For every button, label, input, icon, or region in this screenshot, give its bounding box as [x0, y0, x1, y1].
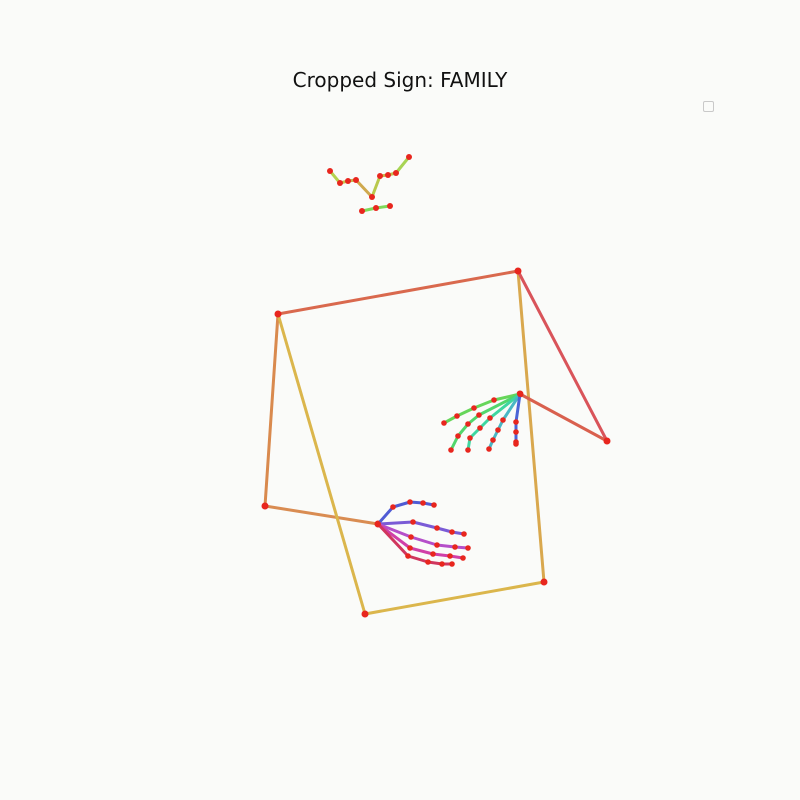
pose-skeleton	[261, 267, 611, 618]
finger-joint	[465, 421, 471, 427]
finger-segment	[435, 543, 457, 549]
pose-segment	[518, 392, 609, 443]
face-point	[387, 203, 393, 209]
finger-segment	[376, 505, 395, 526]
finger-joint	[407, 499, 413, 505]
face-landmarks	[327, 154, 412, 214]
face-point	[353, 177, 359, 183]
pose-joint	[361, 610, 369, 618]
face-point	[393, 170, 399, 176]
pose-segment	[276, 312, 367, 616]
finger-joint	[431, 502, 437, 508]
finger-segment	[376, 522, 410, 558]
finger-joint	[490, 437, 496, 443]
finger-joint	[476, 412, 482, 418]
finger-segment	[477, 392, 522, 417]
finger-joint	[439, 561, 445, 567]
finger-joint	[461, 531, 467, 537]
finger-joint	[447, 553, 453, 559]
face-point	[377, 173, 383, 179]
finger-joint	[477, 425, 483, 431]
wrist-joint	[517, 391, 523, 397]
finger-joint	[434, 542, 440, 548]
finger-joint	[491, 397, 497, 403]
finger-joint	[441, 420, 447, 426]
face-segment	[354, 178, 374, 199]
face-point	[385, 172, 391, 178]
finger-joint	[407, 545, 413, 551]
finger-segment	[488, 392, 522, 420]
finger-joint	[513, 429, 519, 435]
finger-joint	[449, 561, 455, 567]
finger-joint	[500, 417, 506, 423]
finger-joint	[454, 413, 460, 419]
finger-joint	[486, 446, 492, 452]
wrist-joint	[375, 521, 381, 527]
finger-segment	[514, 392, 522, 424]
finger-joint	[460, 555, 466, 561]
finger-joint	[467, 435, 473, 441]
finger-segment	[406, 554, 430, 564]
left-hand-skeleton	[375, 499, 471, 567]
finger-segment	[455, 406, 476, 418]
finger-segment	[431, 552, 452, 558]
legend-box	[703, 101, 714, 112]
face-segment	[394, 155, 411, 175]
finger-joint	[465, 545, 471, 551]
finger-joint	[430, 551, 436, 557]
figure-title: Cropped Sign: FAMILY	[292, 68, 508, 92]
right-hand-skeleton	[441, 391, 523, 453]
finger-joint	[495, 427, 501, 433]
finger-joint	[487, 415, 493, 421]
finger-segment	[409, 535, 439, 547]
pose-joint	[274, 310, 282, 318]
pose-segment	[363, 580, 546, 616]
pose-segment	[276, 269, 520, 316]
finger-joint	[434, 525, 440, 531]
pose-joint	[540, 578, 548, 586]
finger-joint	[471, 405, 477, 411]
face-segment	[370, 174, 382, 199]
face-point	[369, 194, 375, 200]
face-point	[345, 178, 351, 184]
finger-joint	[425, 559, 431, 565]
finger-joint	[405, 553, 411, 559]
finger-segment	[376, 520, 415, 526]
finger-joint	[465, 447, 471, 453]
finger-joint	[513, 441, 519, 447]
finger-segment	[408, 546, 435, 556]
finger-joint	[448, 447, 454, 453]
pose-segment	[516, 269, 609, 443]
face-point	[373, 205, 379, 211]
face-point	[359, 208, 365, 214]
pose-joint	[514, 267, 522, 275]
finger-segment	[501, 392, 522, 422]
finger-segment	[376, 522, 413, 539]
finger-segment	[391, 500, 412, 509]
finger-segment	[472, 398, 496, 410]
finger-joint	[455, 433, 461, 439]
face-point	[327, 168, 333, 174]
finger-joint	[390, 504, 396, 510]
face-point	[337, 180, 343, 186]
finger-joint	[408, 534, 414, 540]
face-point	[406, 154, 412, 160]
pose-segment	[263, 312, 280, 508]
finger-segment	[411, 520, 439, 530]
finger-joint	[513, 419, 519, 425]
finger-joint	[452, 544, 458, 550]
pose-joint	[603, 437, 611, 445]
finger-joint	[410, 519, 416, 525]
finger-joint	[420, 500, 426, 506]
pose-segment	[516, 269, 546, 584]
pose-segment	[263, 504, 380, 526]
finger-joint	[449, 529, 455, 535]
pose-joint	[261, 502, 269, 510]
